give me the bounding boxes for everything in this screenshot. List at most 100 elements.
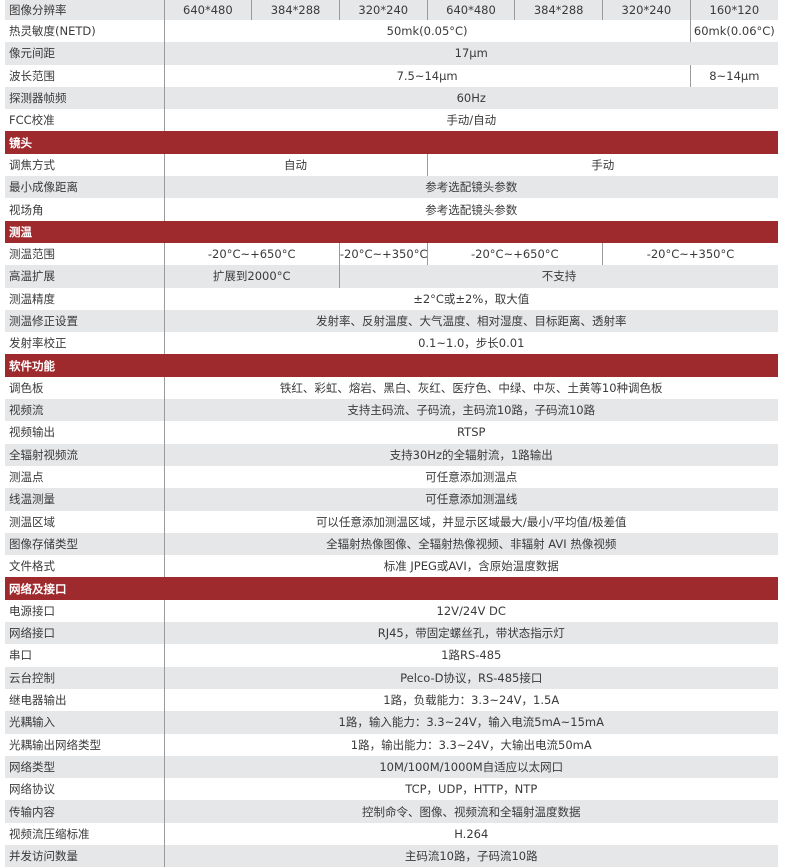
spec-value: 10M/100M/1000M自适应以太网口 <box>164 755 778 779</box>
spec-label: 视频流压缩标准 <box>5 822 165 845</box>
spec-value: 60Hz <box>164 86 778 110</box>
spec-label: 并发访问数量 <box>5 844 165 868</box>
section-header: 软件功能 <box>5 354 778 377</box>
spec-label: 传输内容 <box>5 800 165 823</box>
spec-row: 最小成像距离 参考选配镜头参数 <box>5 176 778 199</box>
section-header: 测温 <box>5 220 778 243</box>
spec-label: 测温范围 <box>5 242 165 266</box>
spec-row: 线温测量 可任意添加测温线 <box>5 488 778 511</box>
spec-value: 可以任意添加测温区域，并显示区域最大/最小/平均值/极差值 <box>164 510 778 533</box>
spec-value: 全辐射热像图像、全辐射热像视频、非辐射 AVI 热像视频 <box>164 532 778 556</box>
spec-label: 视频输出 <box>5 421 165 444</box>
spec-label: 像元间距 <box>5 42 165 65</box>
spec-label: 视场角 <box>5 198 165 221</box>
spec-row: 传输内容 控制命令、图像、视频流和全辐射温度数据 <box>5 800 778 823</box>
spec-label: 图像存储类型 <box>5 532 165 556</box>
spec-value: 50mk(0.05°C) <box>164 20 691 43</box>
spec-row: 探测器帧频 60Hz <box>5 86 778 110</box>
spec-value: 1路，负载能力：3.3~24V，1.5A <box>164 688 778 712</box>
spec-row: 串口 1路RS-485 <box>5 644 778 667</box>
spec-row: 网络接口 RJ45，带固定螺丝孔，带状态指示灯 <box>5 622 778 645</box>
spec-label: 网络类型 <box>5 755 165 779</box>
spec-value: 1路，输入能力：3.3~24V，输入电流5mA~15mA <box>164 711 778 734</box>
spec-row: 波长范围 7.5~14μm 8~14μm <box>5 64 778 87</box>
spec-value: 支持30Hz的全辐射流，1路输出 <box>164 443 778 466</box>
spec-label: 全辐射视频流 <box>5 443 165 466</box>
spec-value: 发射率、反射温度、大气温度、相对湿度、目标距离、透射率 <box>164 309 778 333</box>
spec-value: 不支持 <box>338 265 778 288</box>
spec-value: 320*240 <box>602 0 691 20</box>
spec-label: 调焦方式 <box>5 153 165 177</box>
spec-label: 继电器输出 <box>5 688 165 712</box>
spec-value: 320*240 <box>338 0 428 20</box>
spec-row: 测温修正设置 发射率、反射温度、大气温度、相对湿度、目标距离、透射率 <box>5 309 778 333</box>
spec-value: 17μm <box>164 42 778 65</box>
spec-label: 测温精度 <box>5 287 165 310</box>
spec-row: 电源接口 12V/24V DC <box>5 599 778 623</box>
spec-label: 线温测量 <box>5 488 165 511</box>
spec-label: 探测器帧频 <box>5 86 165 110</box>
spec-row: 文件格式 标准 JPEG或AVI，含原始温度数据 <box>5 555 778 578</box>
spec-value: 参考选配镜头参数 <box>164 198 778 221</box>
spec-row: 并发访问数量 主码流10路，子码流10路 <box>5 844 778 868</box>
spec-value: 主码流10路，子码流10路 <box>164 844 778 868</box>
spec-row: 高温扩展 扩展到2000°C 不支持 <box>5 265 778 288</box>
spec-value: TCP，UDP，HTTP，NTP <box>164 778 778 801</box>
section-title: 镜头 <box>5 131 778 154</box>
spec-value: 160*120 <box>689 0 778 20</box>
spec-row: 云台控制 Pelco-D协议，RS-485接口 <box>5 666 778 689</box>
spec-label: 测温修正设置 <box>5 309 165 333</box>
spec-row: 网络类型 10M/100M/1000M自适应以太网口 <box>5 755 778 779</box>
spec-value: 640*480 <box>426 0 515 20</box>
spec-label: 高温扩展 <box>5 265 165 288</box>
spec-row: 测温精度 ±2°C或±2%，取大值 <box>5 287 778 310</box>
spec-label: 视频流 <box>5 399 165 422</box>
spec-value: 8~14μm <box>689 64 778 87</box>
spec-row: 视频流 支持主码流、子码流，主码流10路，子码流10路 <box>5 399 778 422</box>
spec-value: 可任意添加测温点 <box>164 465 778 489</box>
spec-label: 测温区域 <box>5 510 165 533</box>
spec-value: 扩展到2000°C <box>164 265 340 288</box>
spec-row: 调焦方式 自动 手动 <box>5 153 778 177</box>
spec-row: 光耦输出网络类型 1路，输出能力：3.3~24V，大输出电流50mA <box>5 733 778 756</box>
spec-value: 7.5~14μm <box>164 64 691 87</box>
spec-label: 光耦输出网络类型 <box>5 733 165 756</box>
spec-row: 视场角 参考选配镜头参数 <box>5 198 778 221</box>
spec-label: 发射率校正 <box>5 332 165 355</box>
spec-label: 云台控制 <box>5 666 165 689</box>
spec-value: 384*288 <box>514 0 603 20</box>
spec-value: 铁红、彩虹、熔岩、黑白、灰红、医疗色、中绿、中灰、土黄等10种调色板 <box>164 376 778 400</box>
spec-row: 测温区域 可以任意添加测温区域，并显示区域最大/最小/平均值/极差值 <box>5 510 778 533</box>
spec-table: 图像分辨率 640*480 384*288 320*240 640*480 384*288… <box>5 0 778 868</box>
spec-value: RTSP <box>164 421 778 444</box>
spec-label: 图像分辨率 <box>5 0 165 20</box>
spec-value: 1路RS-485 <box>164 644 778 667</box>
spec-value: 12V/24V DC <box>164 599 778 623</box>
spec-value: 1路，输出能力：3.3~24V，大输出电流50mA <box>164 733 778 756</box>
spec-row: 图像分辨率 640*480 384*288 320*240 640*480 384*288… <box>5 0 778 20</box>
spec-value: 640*480 <box>164 0 252 20</box>
spec-label: 光耦输入 <box>5 711 165 734</box>
spec-label: 网络协议 <box>5 778 165 801</box>
spec-row: 光耦输入 1路，输入能力：3.3~24V，输入电流5mA~15mA <box>5 711 778 734</box>
spec-row: 像元间距 17μm <box>5 42 778 65</box>
spec-row: 网络协议 TCP，UDP，HTTP，NTP <box>5 778 778 801</box>
spec-value: -20°C~+650°C <box>164 242 340 266</box>
spec-value: 控制命令、图像、视频流和全辐射温度数据 <box>164 800 778 823</box>
spec-value: 手动/自动 <box>164 109 778 132</box>
spec-value: 参考选配镜头参数 <box>164 176 778 199</box>
spec-value: 0.1~1.0，步长0.01 <box>164 332 778 355</box>
spec-value: Pelco-D协议，RS-485接口 <box>164 666 778 689</box>
spec-value: 标准 JPEG或AVI，含原始温度数据 <box>164 555 778 578</box>
spec-value: 可任意添加测温线 <box>164 488 778 511</box>
spec-row: 热灵敏度(NETD) 50mk(0.05°C) 60mk(0.06°C) <box>5 20 778 43</box>
spec-value: -20°C~+350°C <box>602 242 778 266</box>
spec-label: 最小成像距离 <box>5 176 165 199</box>
spec-value: 手动 <box>426 153 778 177</box>
spec-row: 图像存储类型 全辐射热像图像、全辐射热像视频、非辐射 AVI 热像视频 <box>5 532 778 556</box>
spec-value: 60mk(0.06°C) <box>689 20 778 43</box>
section-header: 镜头 <box>5 131 778 154</box>
spec-row: 视频流压缩标准 H.264 <box>5 822 778 845</box>
spec-value: H.264 <box>164 822 778 845</box>
spec-row: FCC校准 手动/自动 <box>5 109 778 132</box>
